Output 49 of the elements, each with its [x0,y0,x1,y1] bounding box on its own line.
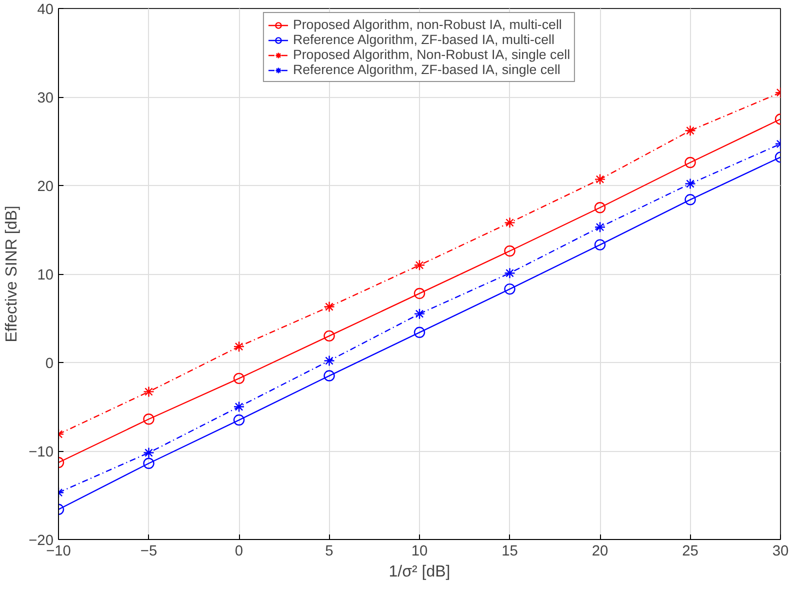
point [143,447,154,458]
point [324,355,335,366]
point [414,288,426,300]
point [414,326,426,338]
y-tick-label: −20 [28,533,54,549]
point [594,202,606,214]
x-tick-label: 25 [682,544,698,560]
point [594,239,606,250]
x-tick-label: 15 [502,544,518,560]
x-axis-title: 1/σ² [dB] [388,564,450,580]
point [143,414,154,425]
point [504,217,516,228]
x-tick-label: 20 [592,544,608,560]
x-tick-label: 30 [772,544,789,560]
x-tick-label: 10 [411,544,428,560]
y-tick-label: 20 [37,179,54,195]
point [414,308,426,320]
point [233,401,245,412]
y-tick-label: 40 [37,2,54,18]
point [324,330,335,342]
point [143,458,154,469]
point [684,178,696,190]
legend-label: Proposed Algorithm, non-Robust IA, multi-cell [292,17,562,32]
y-axis-title: Effective SINR [dB] [4,206,21,342]
x-tick-label: 0 [234,544,244,560]
point [233,372,245,384]
point [233,340,245,352]
legend-label: Proposed Algorithm, Non-Robust IA, single cell [292,47,570,62]
point [684,156,696,168]
point [504,268,516,279]
point [504,283,516,295]
point [684,125,696,136]
point [324,370,335,382]
y-tick-label: −10 [28,444,54,460]
y-tick-label: 10 [37,268,54,284]
y-tick-label: 0 [45,356,54,372]
y-tick-label: 30 [37,90,54,106]
point [324,301,335,312]
point [414,260,426,271]
x-tick-label: −5 [140,544,158,560]
legend-label: Reference Algorithm, ZF-based IA, single cell [292,62,560,77]
point [684,194,696,206]
x-tick-label: 5 [325,544,334,560]
legend-label: Reference Algorithm, ZF-based IA, multi-cell [292,32,554,47]
point [504,245,516,257]
point [233,414,245,426]
point [143,386,154,398]
point [594,221,606,233]
point [594,174,606,185]
